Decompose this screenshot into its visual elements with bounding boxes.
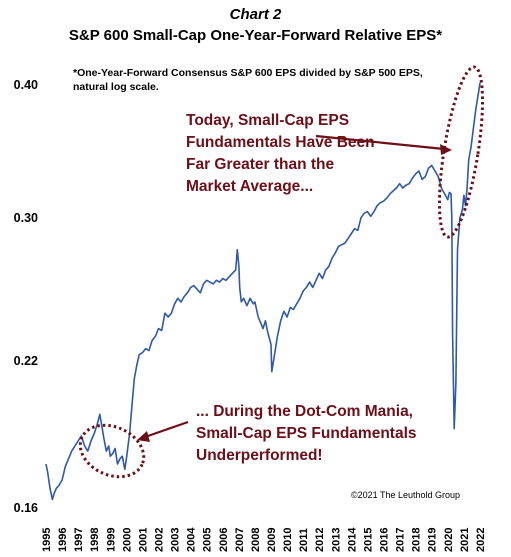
x-tick-label: 2007	[234, 528, 246, 552]
arrow-head-top	[440, 144, 452, 155]
chart-title: Chart 2	[229, 6, 282, 23]
x-tick-label: 2004	[186, 527, 198, 552]
arrow-head-bottom	[137, 431, 150, 442]
annotation-dotcom-line: Underperformed!	[196, 447, 323, 464]
y-tick-label: 0.30	[14, 211, 38, 225]
x-tick-label: 2016	[379, 528, 391, 552]
highlight-ellipse-2021	[437, 65, 485, 239]
arrow-line-bottom	[144, 420, 189, 439]
y-tick-label: 0.16	[14, 501, 38, 515]
annotation-today-line: Today, Small-Cap EPS	[186, 112, 350, 129]
x-tick-label: 1996	[57, 528, 69, 552]
annotation-dotcom-line: ... During the Dot-Com Mania,	[196, 403, 413, 420]
x-tick-label: 1999	[105, 528, 117, 552]
annotation-dotcom-line: Small-Cap EPS Fundamentals	[196, 425, 417, 442]
x-tick-label: 2012	[314, 528, 326, 552]
x-tick-label: 2021	[459, 528, 471, 552]
x-tick-label: 1998	[89, 528, 101, 552]
x-tick-label: 2015	[362, 528, 374, 552]
arrow-line-top	[315, 134, 445, 151]
x-tick-label: 2009	[266, 528, 278, 552]
annotation-today-line: Market Average...	[186, 178, 314, 195]
x-tick-label: 2010	[282, 528, 294, 552]
chart-note: *One-Year-Forward Consensus S&P 600 EPS …	[73, 66, 423, 94]
series-line	[45, 82, 481, 501]
x-tick-label: 2002	[154, 528, 166, 552]
y-tick-label: 0.40	[14, 78, 38, 92]
x-tick-label: 2020	[443, 528, 455, 552]
x-tick-label: 2013	[330, 528, 342, 552]
x-tick-label: 1995	[41, 528, 53, 552]
x-tick-label: 2008	[250, 528, 262, 552]
x-tick-label: 2022	[475, 528, 487, 552]
note-line-1: *One-Year-Forward Consensus S&P 600 EPS …	[73, 67, 423, 79]
x-tick-label: 2006	[218, 528, 230, 552]
chart-subtitle: S&P 600 Small-Cap One-Year-Forward Relat…	[68, 27, 443, 44]
annotation-today: Today, Small-Cap EPS Fundamentals Have B…	[186, 110, 375, 198]
annotation-today-line: Far Greater than the	[186, 156, 335, 173]
copyright-text: ©2021 The Leuthold Group	[351, 490, 461, 500]
x-tick-label: 2001	[137, 528, 149, 552]
x-tick-label: 2005	[202, 528, 214, 552]
annotation-shapes	[78, 65, 485, 479]
x-tick-label: 2019	[427, 528, 439, 552]
x-tick-label: 2014	[346, 527, 358, 552]
x-tick-label: 1997	[73, 528, 85, 552]
note-line-2: natural log scale.	[73, 81, 159, 93]
x-tick-label: 2000	[121, 528, 133, 552]
highlight-ellipse-dotcom	[78, 423, 146, 479]
annotation-dotcom: ... During the Dot-Com Mania, Small-Cap …	[196, 401, 417, 467]
x-tick-label: 2017	[395, 528, 407, 552]
x-tick-label: 2011	[298, 528, 310, 552]
x-tick-label: 2018	[411, 528, 423, 552]
y-tick-label: 0.22	[14, 354, 38, 368]
x-tick-label: 2003	[170, 528, 182, 552]
annotation-today-line: Fundamentals Have Been	[186, 134, 375, 151]
